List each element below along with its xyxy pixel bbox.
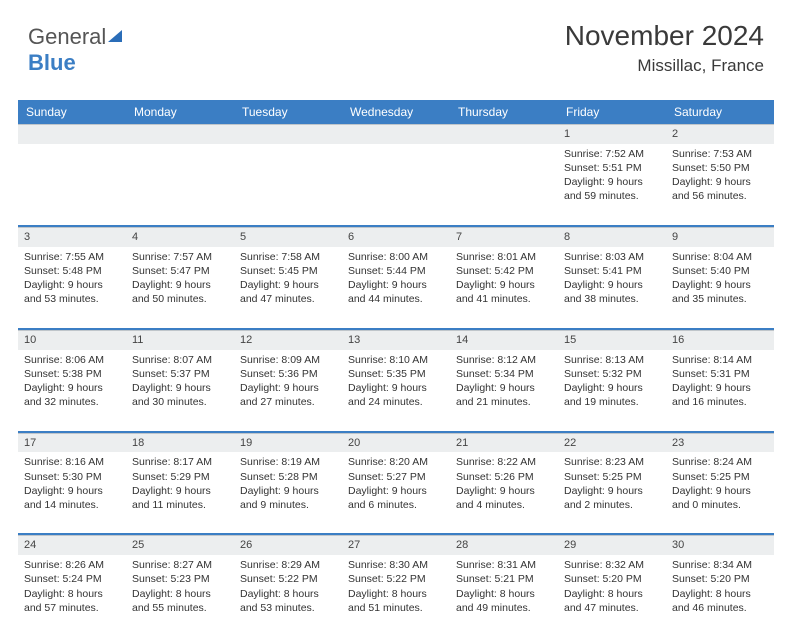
day-cell: Sunrise: 8:03 AMSunset: 5:41 PMDaylight:… — [558, 247, 666, 329]
day-number: 21 — [450, 433, 558, 452]
day-cell — [18, 144, 126, 226]
day-number — [234, 125, 342, 144]
day-number: 23 — [666, 433, 774, 452]
day-number: 6 — [342, 227, 450, 246]
day-cell: Sunrise: 7:53 AMSunset: 5:50 PMDaylight:… — [666, 144, 774, 226]
day-cell: Sunrise: 8:24 AMSunset: 5:25 PMDaylight:… — [666, 452, 774, 534]
day-number: 20 — [342, 433, 450, 452]
day-number: 7 — [450, 227, 558, 246]
day-cell: Sunrise: 8:16 AMSunset: 5:30 PMDaylight:… — [18, 452, 126, 534]
day-number — [126, 125, 234, 144]
location-label: Missillac, France — [565, 56, 764, 76]
day-number: 18 — [126, 433, 234, 452]
day-cell: Sunrise: 8:20 AMSunset: 5:27 PMDaylight:… — [342, 452, 450, 534]
day-number: 25 — [126, 536, 234, 555]
sun-calendar: Sunday Monday Tuesday Wednesday Thursday… — [18, 100, 774, 637]
day-cell: Sunrise: 8:13 AMSunset: 5:32 PMDaylight:… — [558, 350, 666, 432]
day-cell: Sunrise: 7:58 AMSunset: 5:45 PMDaylight:… — [234, 247, 342, 329]
day-number: 26 — [234, 536, 342, 555]
day-number: 19 — [234, 433, 342, 452]
day-cell — [126, 144, 234, 226]
week-row: Sunrise: 8:26 AMSunset: 5:24 PMDaylight:… — [18, 555, 774, 637]
week-row: Sunrise: 7:55 AMSunset: 5:48 PMDaylight:… — [18, 247, 774, 329]
col-thu: Thursday — [450, 100, 558, 125]
day-number: 13 — [342, 330, 450, 349]
daynum-row: 3456789 — [18, 227, 774, 246]
day-cell: Sunrise: 8:22 AMSunset: 5:26 PMDaylight:… — [450, 452, 558, 534]
day-cell: Sunrise: 8:32 AMSunset: 5:20 PMDaylight:… — [558, 555, 666, 637]
daynum-row: 10111213141516 — [18, 330, 774, 349]
title-block: November 2024 Missillac, France — [565, 20, 764, 76]
day-number: 14 — [450, 330, 558, 349]
daynum-row: 12 — [18, 125, 774, 144]
day-cell: Sunrise: 8:19 AMSunset: 5:28 PMDaylight:… — [234, 452, 342, 534]
day-number: 16 — [666, 330, 774, 349]
day-cell: Sunrise: 8:06 AMSunset: 5:38 PMDaylight:… — [18, 350, 126, 432]
day-cell: Sunrise: 8:12 AMSunset: 5:34 PMDaylight:… — [450, 350, 558, 432]
month-title: November 2024 — [565, 20, 764, 52]
day-cell — [234, 144, 342, 226]
day-number: 24 — [18, 536, 126, 555]
day-number: 3 — [18, 227, 126, 246]
day-cell: Sunrise: 8:14 AMSunset: 5:31 PMDaylight:… — [666, 350, 774, 432]
day-number — [342, 125, 450, 144]
day-cell: Sunrise: 8:07 AMSunset: 5:37 PMDaylight:… — [126, 350, 234, 432]
brand-logo: General Blue — [28, 24, 122, 76]
day-number: 17 — [18, 433, 126, 452]
col-mon: Monday — [126, 100, 234, 125]
day-number: 9 — [666, 227, 774, 246]
day-cell: Sunrise: 8:00 AMSunset: 5:44 PMDaylight:… — [342, 247, 450, 329]
day-number: 28 — [450, 536, 558, 555]
day-number: 22 — [558, 433, 666, 452]
day-number: 29 — [558, 536, 666, 555]
day-cell: Sunrise: 8:09 AMSunset: 5:36 PMDaylight:… — [234, 350, 342, 432]
daynum-row: 24252627282930 — [18, 536, 774, 555]
weekday-header-row: Sunday Monday Tuesday Wednesday Thursday… — [18, 100, 774, 125]
day-cell — [342, 144, 450, 226]
logo-triangle-icon — [108, 30, 122, 42]
day-cell: Sunrise: 7:55 AMSunset: 5:48 PMDaylight:… — [18, 247, 126, 329]
week-row: Sunrise: 8:06 AMSunset: 5:38 PMDaylight:… — [18, 350, 774, 432]
logo-text-2: Blue — [28, 50, 76, 75]
logo-text-1: General — [28, 24, 106, 49]
day-cell: Sunrise: 8:27 AMSunset: 5:23 PMDaylight:… — [126, 555, 234, 637]
day-cell: Sunrise: 8:31 AMSunset: 5:21 PMDaylight:… — [450, 555, 558, 637]
col-fri: Friday — [558, 100, 666, 125]
day-number — [450, 125, 558, 144]
day-number: 30 — [666, 536, 774, 555]
day-number: 1 — [558, 125, 666, 144]
week-row: Sunrise: 7:52 AMSunset: 5:51 PMDaylight:… — [18, 144, 774, 226]
day-cell: Sunrise: 8:30 AMSunset: 5:22 PMDaylight:… — [342, 555, 450, 637]
day-cell: Sunrise: 8:29 AMSunset: 5:22 PMDaylight:… — [234, 555, 342, 637]
col-wed: Wednesday — [342, 100, 450, 125]
col-sat: Saturday — [666, 100, 774, 125]
day-cell: Sunrise: 8:23 AMSunset: 5:25 PMDaylight:… — [558, 452, 666, 534]
day-cell: Sunrise: 8:34 AMSunset: 5:20 PMDaylight:… — [666, 555, 774, 637]
day-number: 2 — [666, 125, 774, 144]
day-number: 8 — [558, 227, 666, 246]
day-cell: Sunrise: 7:57 AMSunset: 5:47 PMDaylight:… — [126, 247, 234, 329]
day-number: 27 — [342, 536, 450, 555]
day-cell: Sunrise: 8:04 AMSunset: 5:40 PMDaylight:… — [666, 247, 774, 329]
day-number: 5 — [234, 227, 342, 246]
day-cell: Sunrise: 8:17 AMSunset: 5:29 PMDaylight:… — [126, 452, 234, 534]
day-cell: Sunrise: 8:26 AMSunset: 5:24 PMDaylight:… — [18, 555, 126, 637]
day-number — [18, 125, 126, 144]
col-sun: Sunday — [18, 100, 126, 125]
day-number: 11 — [126, 330, 234, 349]
day-number: 12 — [234, 330, 342, 349]
day-cell — [450, 144, 558, 226]
week-row: Sunrise: 8:16 AMSunset: 5:30 PMDaylight:… — [18, 452, 774, 534]
day-number: 4 — [126, 227, 234, 246]
day-number: 10 — [18, 330, 126, 349]
day-cell: Sunrise: 7:52 AMSunset: 5:51 PMDaylight:… — [558, 144, 666, 226]
day-number: 15 — [558, 330, 666, 349]
day-cell: Sunrise: 8:01 AMSunset: 5:42 PMDaylight:… — [450, 247, 558, 329]
daynum-row: 17181920212223 — [18, 433, 774, 452]
col-tue: Tuesday — [234, 100, 342, 125]
day-cell: Sunrise: 8:10 AMSunset: 5:35 PMDaylight:… — [342, 350, 450, 432]
